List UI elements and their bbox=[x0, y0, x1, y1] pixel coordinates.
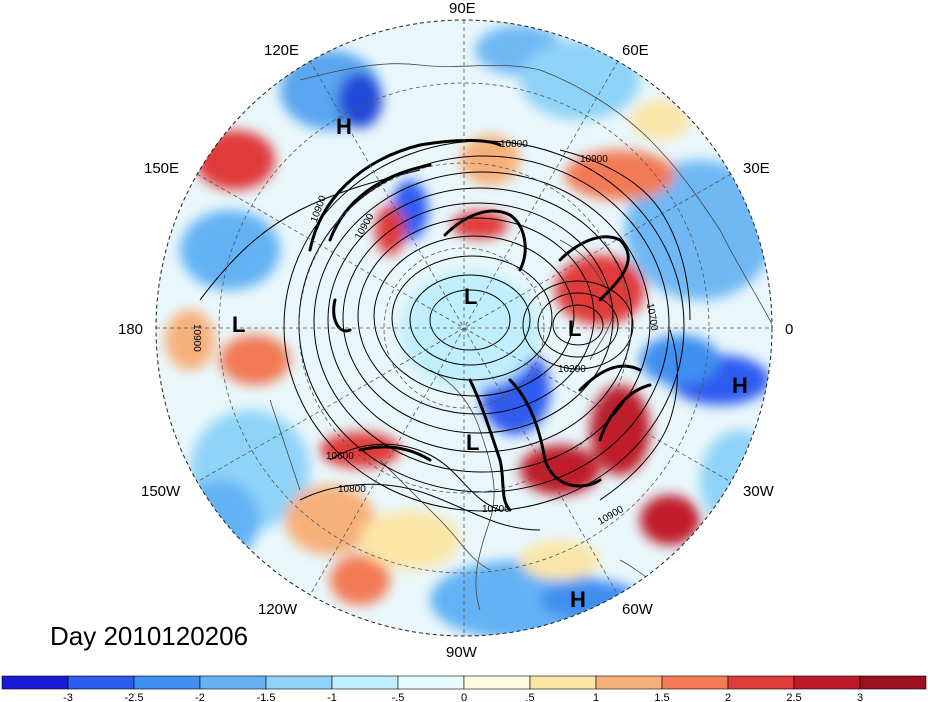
contour-label: 10700 bbox=[482, 504, 510, 515]
colorbar-swatch bbox=[199, 675, 267, 690]
colorbar-tick-label: -3 bbox=[63, 692, 73, 702]
colorbar-swatch bbox=[595, 675, 663, 690]
low-center-marker: L bbox=[232, 312, 245, 337]
high-center-marker: H bbox=[570, 587, 586, 612]
high-center-marker: H bbox=[732, 373, 748, 398]
lon-label-60e: 60E bbox=[622, 42, 649, 59]
colorbar-swatch bbox=[1, 675, 69, 690]
lon-label-120e: 120E bbox=[264, 42, 299, 59]
jet-contours bbox=[308, 139, 652, 512]
colorbar-tick-label: 2.5 bbox=[786, 692, 801, 702]
contour-label: 10600 bbox=[326, 451, 354, 462]
longitude-labels: 90E 60E 30E 0 30W 60W 90W 120W 150W 180 … bbox=[118, 0, 793, 661]
low-center-marker: L bbox=[466, 430, 479, 455]
colorbar-tick-label: .5 bbox=[525, 692, 534, 702]
lon-label-0: 0 bbox=[785, 321, 793, 338]
graticule bbox=[156, 20, 772, 636]
colorbar-tick-label: 1.5 bbox=[654, 692, 669, 702]
lon-label-30w: 30W bbox=[743, 483, 775, 500]
lon-label-150e: 150E bbox=[144, 160, 179, 177]
colorbar-swatch bbox=[463, 675, 531, 690]
colorbar-swatch bbox=[67, 675, 135, 690]
date-label: Day 2010120206 bbox=[50, 621, 248, 651]
colorbar-tick-label: 1 bbox=[593, 692, 599, 702]
contour-label: 10700 bbox=[644, 302, 660, 332]
colorbar-swatch bbox=[133, 675, 201, 690]
lon-label-30e: 30E bbox=[743, 160, 770, 177]
colorbar-tick-label: -2 bbox=[195, 692, 205, 702]
lon-label-150w: 150W bbox=[141, 483, 181, 500]
contour-label: 10800 bbox=[500, 139, 528, 150]
colorbar-tick-label: 3 bbox=[857, 692, 863, 702]
colorbar-swatch bbox=[397, 675, 465, 690]
colorbar-tick-label: -1.5 bbox=[257, 692, 276, 702]
lon-label-60w: 60W bbox=[622, 601, 654, 618]
colorbar-swatch bbox=[265, 675, 333, 690]
colorbar: -3 -2.5 -2 -1.5 -1 -.5 0 .5 1 1.5 2 2.5 3 bbox=[1, 675, 927, 702]
colorbar-swatch bbox=[661, 675, 729, 690]
low-center-marker: L bbox=[568, 316, 581, 341]
colorbar-swatch bbox=[859, 675, 927, 690]
map-boundary bbox=[155, 19, 773, 637]
colorbar-tick-label: -.5 bbox=[392, 692, 405, 702]
contour-label: 10900 bbox=[580, 154, 608, 165]
contour-label: 10900 bbox=[191, 324, 202, 352]
coastlines bbox=[269, 63, 772, 611]
colorbar-tick-label: -2.5 bbox=[125, 692, 144, 702]
colorbar-tick-label: 2 bbox=[725, 692, 731, 702]
colorbar-tick-label: 0 bbox=[461, 692, 467, 702]
low-center-marker: L bbox=[464, 284, 477, 309]
pressure-centers: H L L L H L H bbox=[232, 114, 748, 612]
colorbar-swatch bbox=[793, 675, 861, 690]
lon-label-180: 180 bbox=[118, 321, 143, 338]
contour-label: 10200 bbox=[558, 364, 586, 375]
high-center-marker: H bbox=[336, 114, 352, 139]
lon-label-90w: 90W bbox=[446, 644, 478, 661]
colorbar-tick-label: -1 bbox=[327, 692, 337, 702]
lon-label-90e: 90E bbox=[449, 0, 476, 17]
contour-label: 10800 bbox=[338, 484, 366, 495]
lon-label-120w: 120W bbox=[258, 601, 298, 618]
colorbar-swatch bbox=[331, 675, 399, 690]
colorbar-swatch bbox=[727, 675, 795, 690]
colorbar-swatch bbox=[529, 675, 597, 690]
